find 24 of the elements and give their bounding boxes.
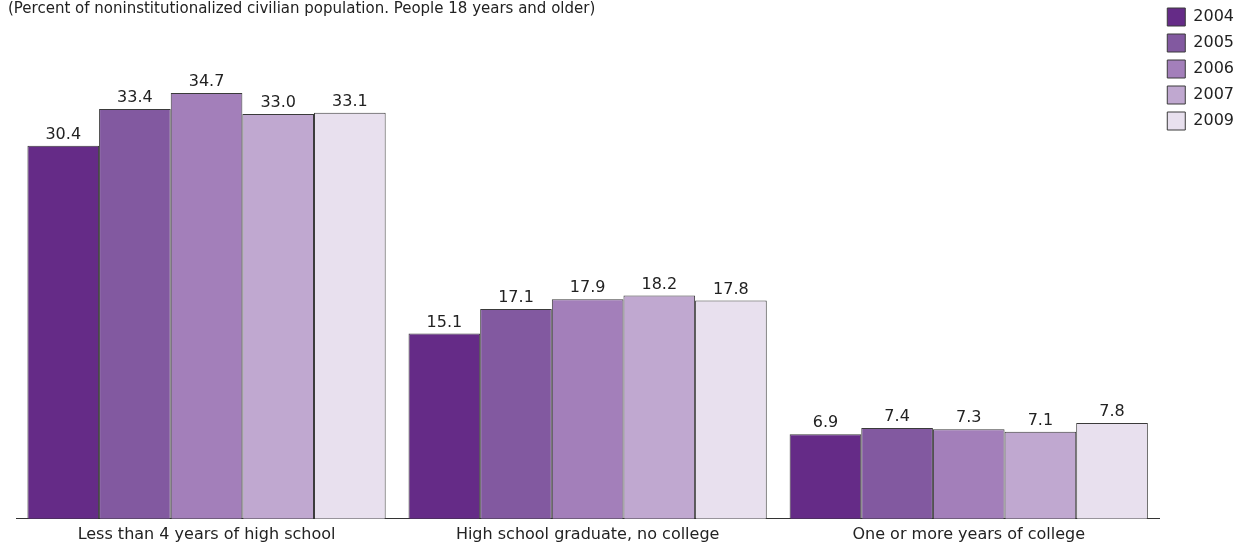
data-label: 7.3 [956,407,982,427]
x-tick-label: Less than 4 years of high school [77,523,336,543]
data-label: 7.1 [1027,409,1054,429]
data-label: 7.8 [1099,401,1125,421]
x-tick-label: One or more years of college [852,523,1086,543]
data-label: 30.4 [45,123,82,143]
legend-label: 2007 [1193,84,1234,104]
legend-label: 2005 [1193,32,1234,52]
legend-label: 2009 [1193,110,1234,130]
x-tick-label: High school graduate, no college [455,523,720,543]
data-label: 34.7 [188,71,225,91]
data-label: 6.9 [812,412,839,432]
data-label: 33.4 [117,87,153,107]
data-label: 15.1 [426,311,463,331]
legend-label: 2006 [1193,58,1234,78]
data-label: 17.1 [498,287,534,307]
data-label: 17.8 [713,278,749,298]
data-label: 33.1 [332,90,368,110]
data-label: 18.2 [641,273,678,293]
legend-label: 2004 [1193,6,1234,26]
chart-subtitle: (Percent of noninstitutionalized civilian population. People 18 years and older) [8,0,596,17]
data-label: 33.0 [260,92,297,112]
data-label: 7.4 [884,406,910,426]
data-label: 17.9 [569,277,606,297]
